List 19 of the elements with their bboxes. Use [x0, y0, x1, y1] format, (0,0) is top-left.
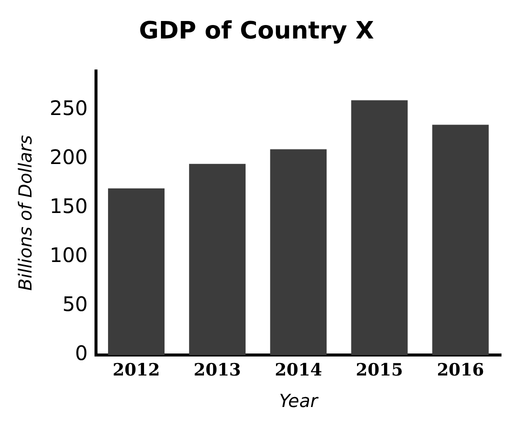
y-tick-label: 200: [50, 145, 88, 170]
x-axis-title: Year: [279, 390, 320, 412]
bar: [108, 188, 165, 355]
y-tick-label: 50: [62, 292, 88, 316]
bar: [432, 124, 489, 355]
x-tick-label: 2016: [436, 360, 484, 381]
x-tick-label: 2015: [356, 360, 404, 381]
y-tick-label: 0: [75, 341, 88, 366]
bar: [189, 164, 246, 355]
x-tick-label: 2014: [274, 360, 322, 381]
chart-title: GDP of Country X: [139, 16, 374, 45]
bar: [351, 100, 408, 355]
y-tick-label: 250: [50, 96, 88, 120]
x-tick-label: 2013: [194, 360, 242, 381]
bar: [270, 149, 327, 355]
y-tick-label: 150: [50, 194, 88, 218]
x-tick-label: 2012: [112, 360, 160, 381]
y-axis-title: Billions of Dollars: [15, 135, 36, 291]
y-tick-label: 100: [50, 243, 88, 268]
